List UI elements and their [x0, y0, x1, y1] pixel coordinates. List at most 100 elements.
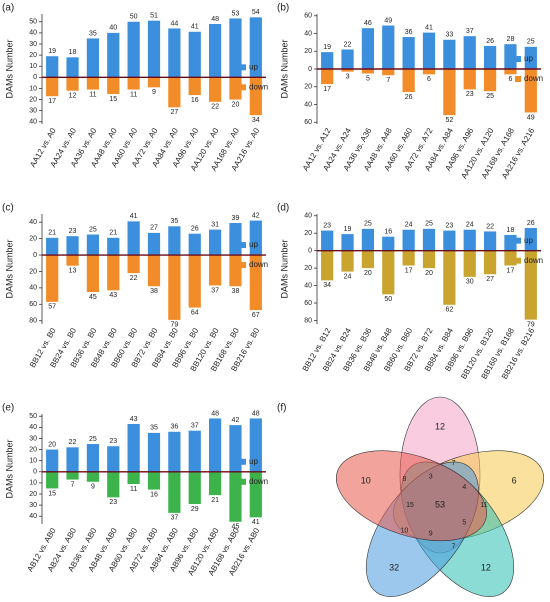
value-label: 29	[191, 506, 199, 513]
y-tick-label: 40	[29, 30, 37, 37]
value-label: 5	[366, 75, 370, 82]
bar	[86, 77, 100, 90]
value-label: 18	[507, 227, 515, 234]
bar	[443, 250, 456, 305]
value-label: 44	[170, 20, 178, 27]
value-label: 64	[191, 309, 199, 316]
value-label: 22	[130, 275, 138, 282]
y-tick-label: 40	[304, 101, 312, 108]
bar	[46, 56, 59, 78]
bar	[127, 471, 140, 484]
y-tick-label: 60	[304, 119, 312, 126]
y-tick-label: 80	[29, 318, 37, 325]
value-label: 25	[486, 93, 494, 100]
value-label: 57	[48, 304, 56, 311]
value-label: 15	[48, 490, 56, 497]
value-label: 26	[486, 38, 494, 45]
bar	[46, 449, 59, 472]
bar	[524, 46, 537, 69]
bar	[168, 77, 181, 108]
bar	[107, 237, 120, 256]
value-label: 43	[130, 416, 138, 423]
legend-label: up	[249, 62, 258, 71]
bar	[229, 18, 242, 78]
y-tick-label: 10	[29, 458, 37, 465]
bar	[86, 471, 100, 482]
value-label: 28	[507, 36, 515, 43]
bar	[147, 20, 161, 78]
bar	[229, 223, 242, 256]
y-axis-title: DAMs Number	[4, 39, 14, 98]
y-tick-label: 40	[304, 282, 312, 289]
value-label: 48	[211, 16, 219, 23]
legend-swatch	[515, 237, 521, 244]
value-label: 42	[232, 417, 240, 424]
bar	[107, 255, 120, 291]
value-label: 39	[232, 215, 240, 222]
bar	[382, 236, 395, 251]
venn-count: 4	[462, 484, 466, 491]
bar	[168, 226, 181, 256]
bar	[107, 471, 120, 498]
value-label: 37	[191, 423, 199, 430]
value-label: 19	[344, 226, 352, 233]
value-label: 26	[405, 94, 413, 101]
panel-label: (f)	[277, 403, 286, 414]
value-label: 11	[130, 91, 137, 98]
y-tick-label: 40	[29, 219, 37, 226]
value-label: 16	[191, 97, 199, 104]
bar	[443, 230, 456, 251]
bar	[208, 24, 222, 78]
bar	[321, 230, 334, 251]
value-label: 11	[89, 91, 96, 98]
venn-count: 5	[462, 519, 466, 526]
bar	[208, 255, 222, 286]
value-label: 3	[346, 74, 350, 81]
y-tick-label: 20	[29, 96, 37, 103]
value-label: 20	[364, 270, 372, 277]
value-label: 21	[109, 230, 117, 237]
legend-swatch	[240, 478, 246, 485]
value-label: 45	[89, 294, 97, 301]
bar	[483, 231, 497, 251]
bar	[168, 28, 181, 78]
bar	[422, 250, 436, 269]
value-label: 26	[527, 220, 535, 227]
y-tick-label: 20	[304, 48, 312, 55]
value-label: 41	[130, 213, 138, 220]
y-tick-label: 30	[29, 108, 37, 115]
value-label: 11	[130, 486, 137, 493]
bar	[402, 229, 415, 251]
value-label: 23	[323, 222, 331, 229]
bar	[361, 228, 375, 251]
bar	[463, 250, 476, 277]
bar	[188, 233, 201, 256]
value-label: 23	[69, 228, 77, 235]
value-label: 45	[232, 524, 240, 531]
y-tick-label: 40	[29, 424, 37, 431]
value-label: 27	[486, 276, 494, 283]
y-tick-label: 60	[29, 301, 37, 308]
bar	[86, 234, 100, 256]
value-label: 36	[170, 424, 178, 431]
value-label: 24	[405, 222, 413, 229]
bar	[361, 250, 375, 269]
value-label: 9	[152, 89, 156, 96]
venn-count: 10	[361, 475, 371, 485]
bar	[66, 236, 79, 256]
value-label: 23	[466, 91, 474, 98]
value-label: 17	[405, 267, 413, 274]
value-label: 25	[89, 436, 97, 443]
bar	[249, 220, 262, 256]
value-label: 20	[48, 441, 56, 448]
bar	[229, 255, 242, 287]
value-label: 41	[252, 519, 260, 526]
bar	[188, 471, 201, 504]
value-label: 25	[364, 221, 372, 228]
y-tick-label: 20	[29, 52, 37, 59]
legend-swatch	[240, 262, 246, 269]
value-label: 62	[445, 307, 453, 314]
bar	[188, 77, 201, 96]
value-label: 53	[232, 10, 240, 17]
bar	[66, 77, 79, 91]
